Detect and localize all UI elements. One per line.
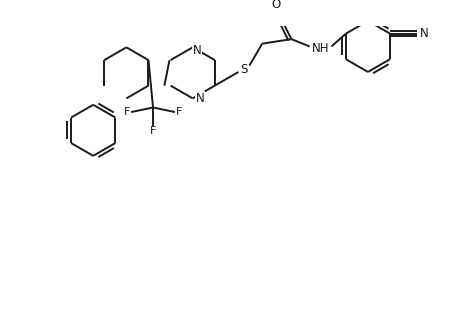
Text: F: F: [150, 126, 156, 136]
Text: N: N: [193, 44, 202, 57]
Text: N: N: [420, 27, 429, 40]
Text: N: N: [196, 92, 204, 105]
Text: F: F: [176, 107, 183, 117]
Text: F: F: [123, 107, 130, 117]
Text: O: O: [271, 0, 280, 11]
Text: S: S: [240, 63, 248, 76]
Text: NH: NH: [312, 42, 329, 55]
